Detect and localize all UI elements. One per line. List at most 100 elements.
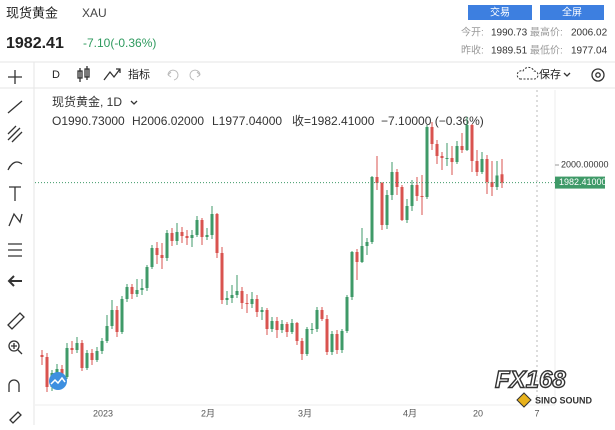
candle-body: [415, 185, 419, 196]
interval-button[interactable]: D: [52, 69, 60, 81]
stat-label: 昨收:: [461, 44, 484, 57]
ohlc-value: O1990.73000: [52, 114, 125, 128]
candle-body: [220, 253, 224, 300]
candle-body: [170, 233, 174, 241]
candle-body: [465, 125, 469, 150]
candle-body: [240, 291, 244, 303]
candle-body: [400, 187, 404, 220]
candle-body: [350, 252, 354, 297]
fullscreen-button[interactable]: [540, 5, 604, 20]
price-change: -7.10(-0.36%): [83, 36, 156, 50]
candle-body: [285, 324, 289, 332]
candle-body: [145, 267, 149, 288]
candle-body: [305, 329, 309, 354]
candle-body: [135, 290, 139, 294]
candle-body: [150, 248, 154, 267]
candle-body: [215, 214, 219, 253]
candle-body: [260, 310, 264, 312]
candle-body: [235, 291, 239, 295]
save-menu[interactable]: [563, 72, 571, 77]
candle-body: [435, 144, 439, 156]
candle-body: [490, 182, 494, 187]
logo-icon: [49, 372, 67, 390]
watermark-brand: FX168: [495, 366, 566, 393]
ohlc-legend: O1990.73000 H2006.02000 L1977.04000 收=1982.…: [52, 114, 484, 128]
candle-body: [250, 299, 254, 304]
ohlc-value: H2006.02000: [132, 114, 204, 128]
candle-body: [330, 334, 334, 352]
candle-body: [295, 323, 299, 341]
candle-body: [45, 357, 49, 387]
stat-label: 今开:: [461, 26, 484, 39]
candle-body: [365, 242, 369, 246]
candle-body: [395, 172, 399, 187]
stat-value: 2006.02: [571, 28, 608, 39]
candle-body: [205, 235, 209, 237]
stat-label: 最低价:: [530, 44, 563, 57]
stat-value: 1990.73: [491, 28, 528, 39]
candle-body: [265, 310, 269, 329]
candle-body: [500, 174, 504, 183]
candle-body: [475, 161, 479, 172]
instrument-symbol: XAU: [82, 6, 107, 20]
candle-body: [70, 348, 74, 350]
candle-body: [430, 127, 434, 144]
last-price: 1982.41: [6, 35, 64, 52]
ohlc-value: L1977.04000: [212, 114, 282, 128]
settings-button[interactable]: [591, 68, 605, 82]
watermark-sub: SINO SOUND: [535, 395, 593, 405]
indicator-icon[interactable]: [103, 68, 121, 81]
candle-body: [335, 334, 339, 350]
candle-body: [200, 220, 204, 237]
undo-button[interactable]: [167, 69, 179, 81]
candle-body: [95, 351, 99, 360]
candle-body: [280, 324, 284, 330]
candle-style-button[interactable]: [77, 66, 90, 82]
candle-body: [390, 172, 394, 195]
trade-button[interactable]: [468, 5, 532, 20]
candle-body: [325, 319, 329, 352]
candle-body: [75, 343, 79, 350]
legend-menu[interactable]: [130, 100, 138, 105]
candle-body: [310, 329, 314, 330]
candle-body: [160, 255, 164, 258]
candle-body: [345, 297, 349, 331]
legend-title: 现货黄金, 1D: [52, 94, 122, 109]
fullscreen-button-label[interactable]: 全屏: [562, 6, 582, 19]
candle-body: [85, 353, 89, 368]
x-tick-label: 20: [473, 408, 483, 418]
candle-body: [65, 348, 69, 377]
stat-value: 1989.51: [491, 46, 528, 57]
redo-button[interactable]: [189, 69, 201, 81]
candle-body: [485, 159, 489, 182]
last-price-tag: [555, 176, 605, 189]
candle-body: [125, 287, 129, 299]
x-tick-label: 4月: [403, 408, 417, 418]
trade-button-label[interactable]: 交易: [490, 6, 510, 19]
candle-body: [405, 206, 409, 220]
candle-body: [370, 177, 374, 242]
candle-body: [275, 321, 279, 330]
candle-body: [450, 158, 454, 162]
cloud-icon[interactable]: [516, 66, 539, 80]
candle-body: [80, 343, 84, 368]
candle-body: [255, 299, 259, 312]
save-button[interactable]: 保存: [539, 67, 561, 81]
candle-body: [230, 295, 234, 298]
candle-body: [385, 195, 389, 225]
candle-body: [40, 355, 44, 357]
last-price-label: 1982.41000: [559, 177, 607, 187]
indicator-button[interactable]: 指标: [128, 67, 150, 81]
instrument-name: 现货黄金: [6, 5, 58, 20]
candle-body: [410, 185, 414, 206]
drawing-tools[interactable]: [7, 70, 25, 424]
candle-body: [420, 196, 424, 197]
candle-body: [480, 159, 484, 172]
y-tick-label: 2000.00000: [561, 159, 609, 169]
candle-body: [155, 248, 159, 255]
candle-body: [140, 288, 144, 290]
candle-body: [245, 303, 249, 304]
candle-body: [210, 214, 214, 235]
candle-body: [180, 232, 184, 236]
ohlc-value: 收=1982.41000: [292, 114, 375, 128]
